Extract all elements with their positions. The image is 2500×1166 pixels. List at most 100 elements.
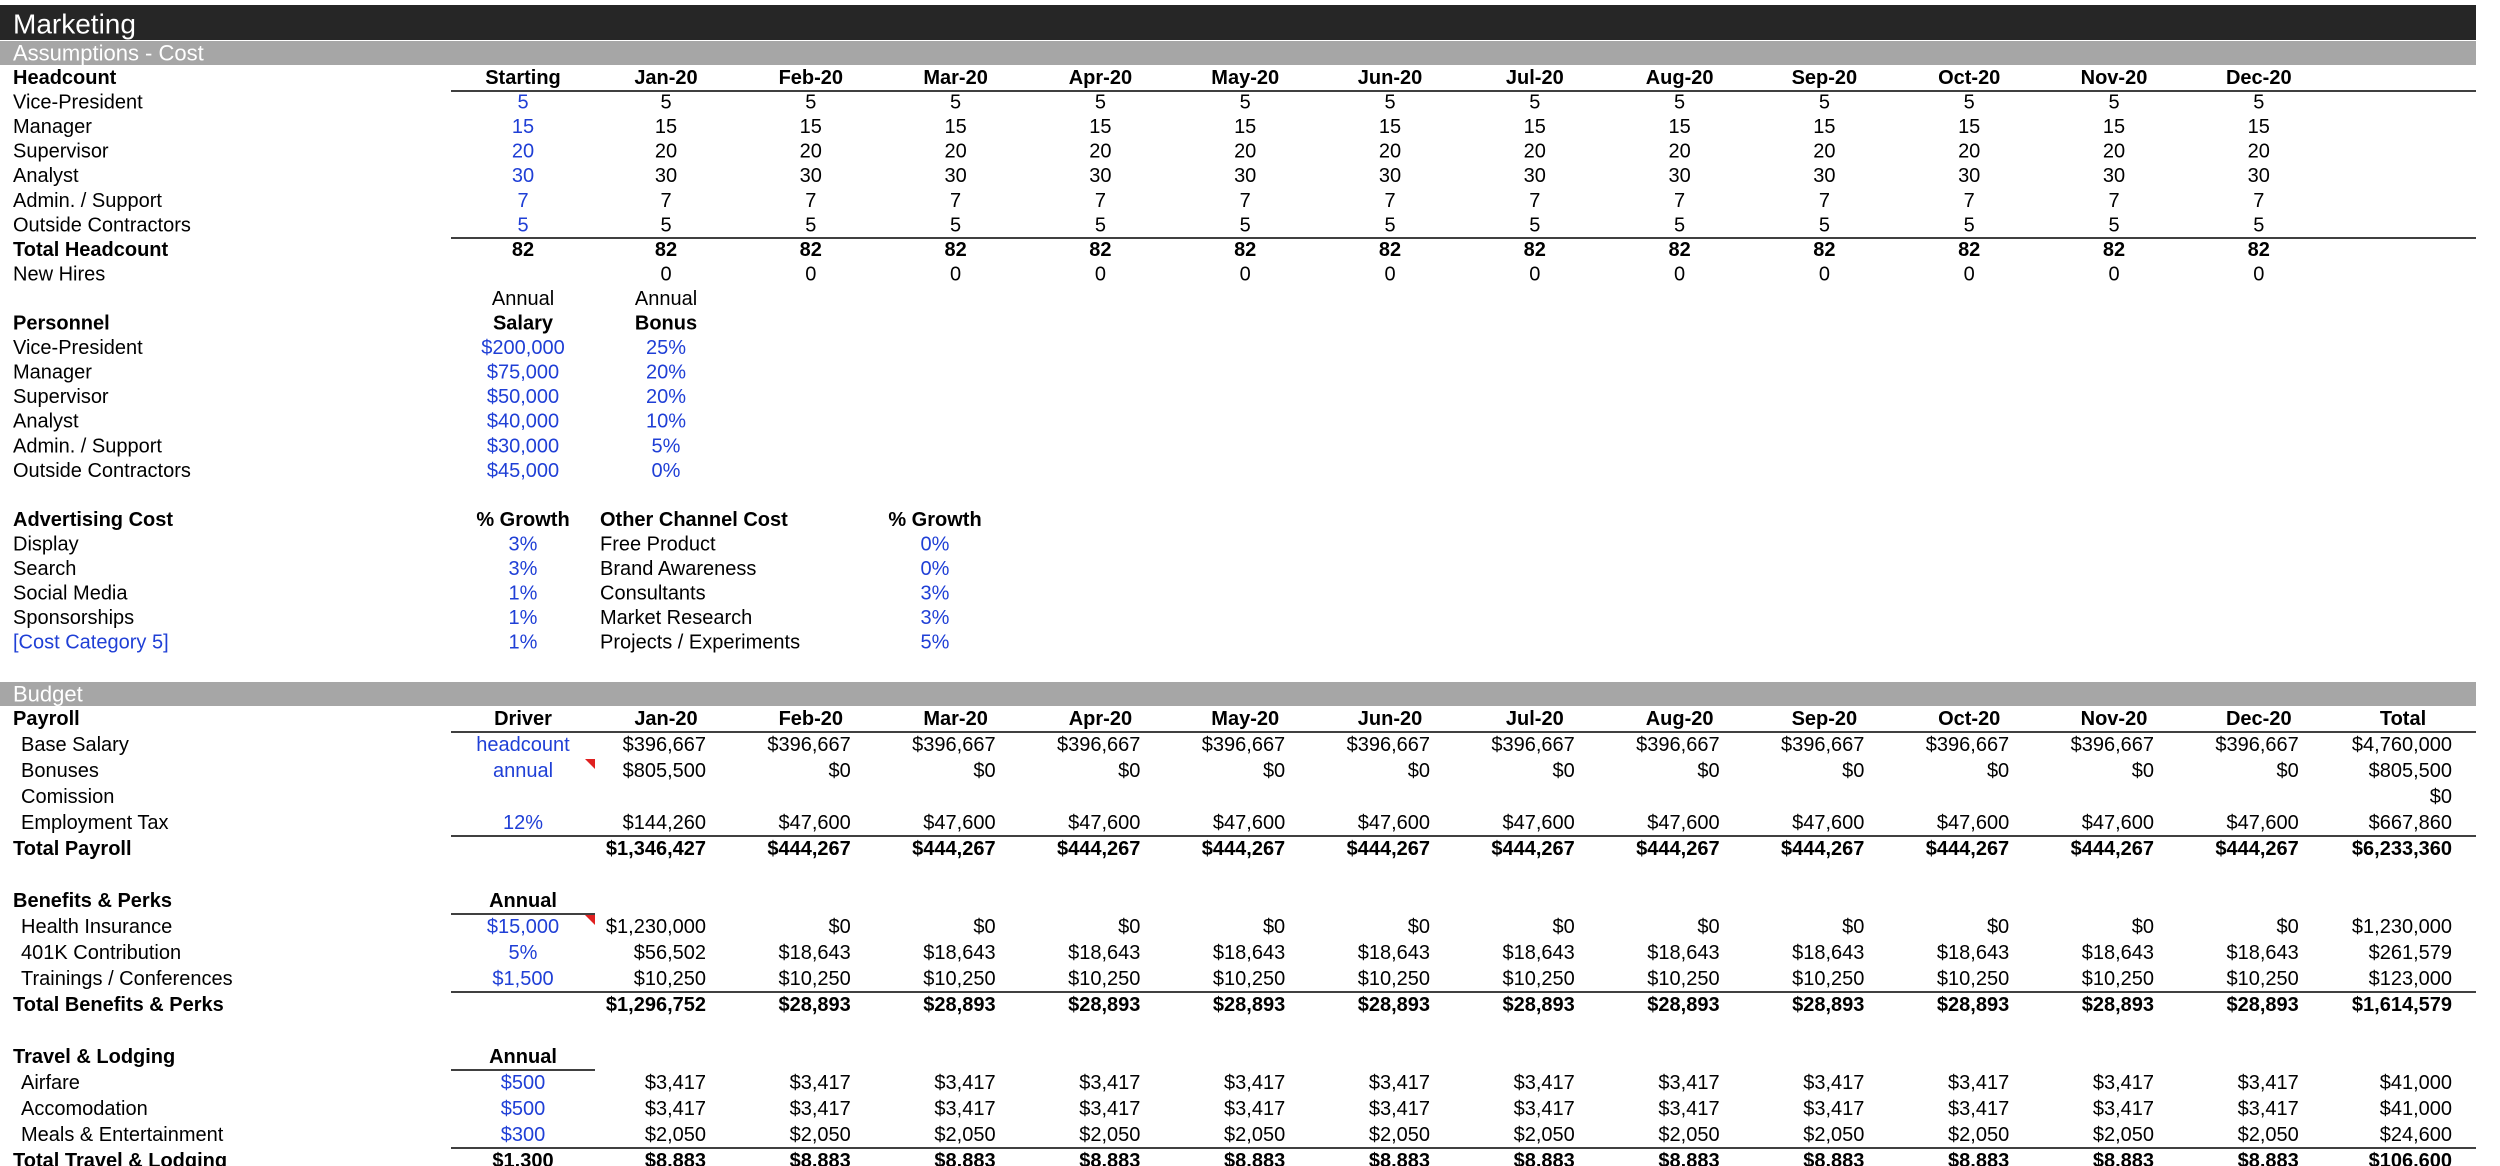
- cell: 0: [2253, 263, 2264, 285]
- cell: $2,050: [1803, 1124, 1864, 1146]
- cell: $2,050: [1514, 1124, 1575, 1146]
- cell: $0: [1263, 760, 1285, 782]
- cell: $3,417: [1658, 1098, 1719, 1120]
- section-bar: [0, 682, 2476, 706]
- input: 15: [512, 116, 534, 138]
- cell: 7: [1384, 190, 1395, 212]
- header: Jan-20: [634, 708, 697, 730]
- cell: $28,893: [1503, 994, 1575, 1016]
- cell: $2,050: [2093, 1124, 2154, 1146]
- cell: $444,267: [767, 838, 850, 860]
- cell: $0: [1987, 916, 2009, 938]
- cell: 5: [1819, 214, 1830, 236]
- cell: 30: [1813, 165, 1835, 187]
- row-label: Vice-President: [13, 337, 143, 359]
- header: Travel & Lodging: [13, 1046, 175, 1068]
- cell: $56,502: [634, 942, 706, 964]
- cell: $47,600: [1937, 812, 2009, 834]
- cell: $396,667: [767, 734, 850, 756]
- header: Annual: [492, 288, 554, 310]
- input: 5%: [921, 632, 950, 654]
- input: 3%: [921, 583, 950, 605]
- cell: $396,667: [1347, 734, 1430, 756]
- header: Sep-20: [1792, 67, 1858, 89]
- cell: $47,600: [923, 812, 995, 834]
- cell: 82: [1958, 239, 1980, 261]
- header: Nov-20: [2081, 67, 2148, 89]
- cell: 30: [1524, 165, 1546, 187]
- cell: $396,667: [1781, 734, 1864, 756]
- input: 20%: [646, 386, 686, 408]
- header: Jun-20: [1358, 67, 1422, 89]
- row-label: Display: [13, 533, 79, 555]
- section-bar: [0, 41, 2476, 65]
- cell: $444,267: [1636, 838, 1719, 860]
- cell: 0: [1240, 263, 1251, 285]
- cell: $0: [2132, 760, 2154, 782]
- row-label: Brand Awareness: [600, 558, 756, 580]
- header: Benefits & Perks: [13, 890, 172, 912]
- cell: 15: [1813, 116, 1835, 138]
- cell: $3,417: [1079, 1098, 1140, 1120]
- cell: $8,883: [1803, 1150, 1864, 1166]
- row-label: Admin. / Support: [13, 435, 162, 457]
- cell: 5: [805, 214, 816, 236]
- cell: $3,417: [1514, 1098, 1575, 1120]
- input: $50,000: [487, 386, 559, 408]
- cell: $2,050: [790, 1124, 851, 1146]
- cell: 82: [944, 239, 966, 261]
- header: Dec-20: [2226, 708, 2292, 730]
- cell: 5: [1674, 92, 1685, 114]
- cell: $1,614,579: [2352, 994, 2452, 1016]
- cell: 15: [800, 116, 822, 138]
- cell: $18,643: [923, 942, 995, 964]
- cell: $18,643: [2082, 942, 2154, 964]
- cell: $0: [2277, 760, 2299, 782]
- cell: $0: [1987, 760, 2009, 782]
- cell: $0: [2430, 786, 2452, 808]
- input: 5: [517, 92, 528, 114]
- cell: $41,000: [2380, 1098, 2452, 1120]
- cell: $10,250: [2082, 968, 2154, 990]
- row-label: Outside Contractors: [13, 460, 191, 482]
- cell: $805,500: [2369, 760, 2452, 782]
- cell: $8,883: [1224, 1150, 1285, 1166]
- cell: 15: [1379, 116, 1401, 138]
- cell: $10,250: [2227, 968, 2299, 990]
- cell: 82: [655, 239, 677, 261]
- cell: $396,667: [1202, 734, 1285, 756]
- cell: 30: [944, 165, 966, 187]
- cell: $396,667: [2215, 734, 2298, 756]
- header: Jul-20: [1506, 67, 1564, 89]
- cell: 20: [1813, 141, 1835, 163]
- cell: $2,050: [1079, 1124, 1140, 1146]
- cell: 20: [1668, 141, 1690, 163]
- cell: 82: [1234, 239, 1256, 261]
- cell: $18,643: [1792, 942, 1864, 964]
- cell: $0: [1263, 916, 1285, 938]
- cell: 82: [800, 239, 822, 261]
- cell: $47,600: [1358, 812, 1430, 834]
- header: Sep-20: [1792, 708, 1858, 730]
- header: Oct-20: [1938, 708, 2000, 730]
- header: Aug-20: [1646, 708, 1714, 730]
- section-title: Assumptions - Cost: [13, 41, 204, 66]
- cell: 20: [2248, 141, 2270, 163]
- cell: 20: [2103, 141, 2125, 163]
- header: Driver: [494, 708, 552, 730]
- cell: $444,267: [1491, 838, 1574, 860]
- cell: $106,600: [2369, 1150, 2452, 1166]
- header: Aug-20: [1646, 67, 1714, 89]
- cell: 5: [1095, 214, 1106, 236]
- cell: 82: [1813, 239, 1835, 261]
- header: Mar-20: [923, 708, 987, 730]
- comment-marker: [585, 915, 595, 925]
- cell: 5: [660, 214, 671, 236]
- row-label: Manager: [13, 362, 92, 384]
- cell: 5: [2253, 214, 2264, 236]
- cell: 30: [2103, 165, 2125, 187]
- cell: $2,050: [2238, 1124, 2299, 1146]
- cell: 5: [1964, 92, 1975, 114]
- cell: $396,667: [1057, 734, 1140, 756]
- input: $200,000: [481, 337, 564, 359]
